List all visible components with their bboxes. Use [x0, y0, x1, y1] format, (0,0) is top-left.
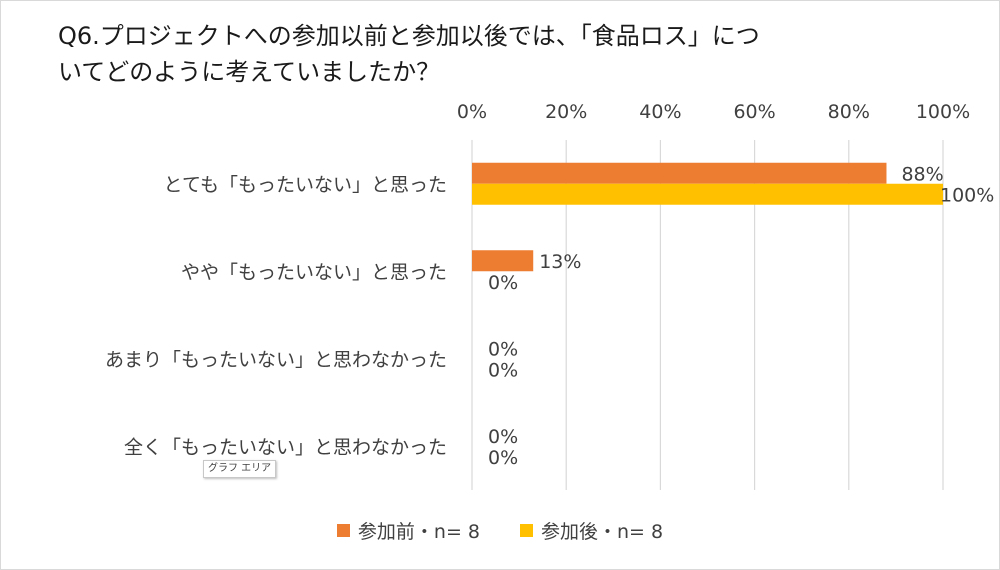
data-label-before-3: 0% — [488, 426, 518, 448]
legend-label-after: 参加後・n= 8 — [541, 521, 664, 543]
legend-item-after[interactable]: 参加後・n= 8 — [520, 517, 663, 544]
data-label-after-0: 100% — [940, 184, 994, 206]
chart-title-line-1: Q6.プロジェクトへの参加以前と参加以後では、「食品ロス」につ — [58, 22, 760, 50]
x-tick-label-60: 60% — [733, 101, 775, 123]
x-tick-label-80: 80% — [828, 101, 870, 123]
data-label-before-0: 88% — [901, 163, 943, 185]
legend-swatch-after — [520, 524, 533, 537]
category-label-0: とても「もったいない」と思った — [164, 174, 447, 196]
chart-area-tooltip: グラフ エリア — [203, 460, 277, 478]
x-tick-label-20: 20% — [545, 101, 587, 123]
category-label-3: 全く「もったいない」と思わなかった — [124, 436, 447, 458]
chart-legend[interactable]: 参加前・n= 8 参加後・n= 8 — [0, 517, 1000, 544]
data-label-after-2: 0% — [488, 359, 518, 381]
data-label-after-3: 0% — [488, 447, 518, 469]
chart-title-line-2: いてどのように考えていましたか？ — [58, 58, 441, 86]
bar-before-1 — [472, 250, 534, 272]
x-tick-label-100: 100% — [916, 101, 970, 123]
bar-before-0 — [472, 162, 887, 184]
x-tick-label-40: 40% — [639, 101, 681, 123]
bar-after-0 — [472, 183, 943, 205]
legend-label-before: 参加前・n= 8 — [357, 521, 480, 543]
chart-title: Q6.プロジェクトへの参加以前と参加以後では、「食品ロス」につ いてどのように考… — [58, 18, 958, 90]
category-label-2: あまり「もったいない」と思わなかった — [105, 349, 447, 371]
category-label-1: やや「もったいない」と思った — [181, 261, 447, 283]
x-tick-label-0: 0% — [457, 101, 487, 123]
data-label-before-1: 13% — [539, 251, 581, 273]
data-label-before-2: 0% — [488, 338, 518, 360]
legend-swatch-before — [336, 524, 350, 537]
legend-item-before[interactable]: 参加前・n= 8 — [336, 517, 480, 544]
data-label-after-1: 0% — [488, 272, 518, 294]
